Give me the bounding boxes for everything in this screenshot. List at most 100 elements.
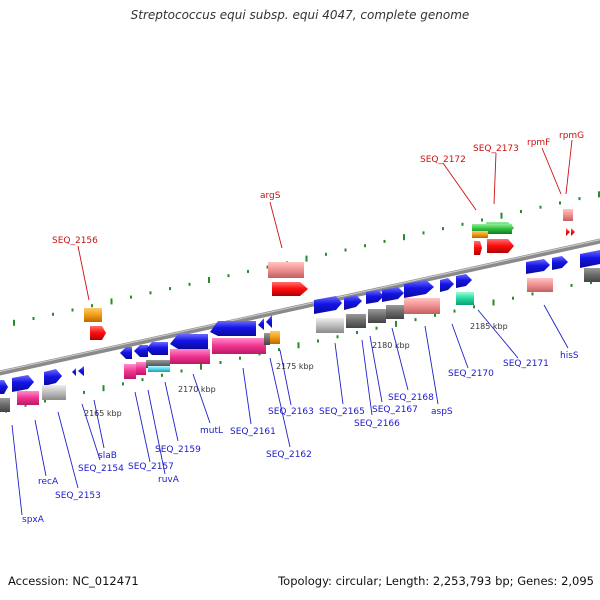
guide-tick — [305, 255, 308, 262]
gene-label: mutL — [200, 426, 223, 436]
scale-tick-label: 2170 kbp — [178, 385, 216, 394]
gene-label: SEQ_2166 — [354, 419, 400, 429]
feature-darkgray — [264, 333, 270, 345]
guide-tick — [442, 227, 444, 231]
guide-tick — [539, 205, 542, 209]
gene-label: SEQ_2165 — [319, 407, 365, 417]
guide-tick — [434, 313, 436, 317]
leader-lines-bottom — [11, 304, 569, 516]
guide-tick — [278, 348, 280, 352]
feature-pink — [170, 349, 210, 364]
gene-label: hisS — [560, 351, 579, 361]
reverse-cds-arrow — [566, 228, 570, 236]
guide-tick — [344, 248, 347, 252]
guide-tick — [395, 320, 397, 327]
guide-tick — [32, 317, 35, 320]
feature-orange — [84, 308, 102, 322]
feature-darkgray — [346, 314, 366, 328]
guide-tick — [578, 197, 581, 201]
gene-label: SEQ_2161 — [230, 427, 276, 437]
scale-tick-label: 2165 kbp — [84, 409, 122, 418]
guide-tick — [531, 292, 534, 296]
forward-cds-arrow — [44, 369, 62, 386]
gene-label: SEQ_2154 — [78, 464, 124, 474]
forward-cds-arrow — [526, 259, 550, 274]
scale-tick-label: 2180 kbp — [372, 341, 410, 350]
forward-cds-arrow — [440, 278, 454, 292]
guide-tick — [219, 361, 222, 364]
feature-pink — [124, 364, 136, 379]
feature-orange — [270, 331, 280, 344]
guide-tick — [130, 295, 132, 299]
genome-backbone-highlight — [0, 239, 600, 373]
genome-backbone — [0, 238, 600, 376]
forward-cds-arrow — [382, 287, 404, 302]
leader-lines-top — [77, 139, 573, 301]
guide-tick — [422, 231, 425, 235]
guide-tick — [161, 373, 163, 377]
gene-label: SEQ_2163 — [268, 407, 314, 417]
forward-cds-arrow — [552, 256, 568, 270]
tick-guide-lower — [5, 278, 592, 413]
gene-label: spxA — [22, 515, 45, 525]
guide-tick — [403, 234, 405, 241]
reverse-cds-arrow — [146, 342, 168, 355]
forward-cds-arrow — [580, 250, 600, 268]
reverse-cds-arrow — [170, 334, 208, 349]
guide-tick — [383, 239, 386, 243]
gene-label: SEQ_2170 — [448, 369, 494, 379]
guide-tick — [461, 222, 464, 226]
feature-track — [0, 250, 600, 412]
feature-darkgray — [368, 309, 386, 323]
guide-tick — [364, 244, 366, 248]
guide-tick — [13, 319, 15, 326]
feature-cyan — [148, 366, 170, 372]
gene-label: aspS — [431, 407, 453, 417]
guide-tick — [520, 210, 522, 213]
feature-darkgray — [0, 398, 10, 412]
reverse-cds-arrow — [571, 228, 575, 236]
feature-salmon — [268, 262, 304, 278]
guide-tick — [473, 305, 475, 309]
guide-tick — [208, 277, 210, 283]
forward-cds-arrow — [456, 274, 472, 288]
guide-tick — [492, 299, 495, 306]
gene-label: SEQ_2153 — [55, 491, 101, 501]
guide-tick — [52, 312, 54, 316]
gene-label: slaB — [98, 451, 117, 461]
gene-label: rpmF — [527, 138, 550, 148]
guide-tick — [266, 265, 269, 269]
gene-label: SEQ_2157 — [128, 462, 174, 472]
feature-salmon — [404, 298, 440, 314]
genome-summary-text: Topology: circular; Length: 2,253,793 bp… — [278, 574, 594, 588]
guide-tick — [239, 356, 241, 360]
feature-gray — [42, 385, 66, 400]
feature-teal — [456, 292, 474, 305]
guide-tick — [356, 331, 358, 334]
guide-tick — [414, 318, 417, 322]
guide-tick — [91, 304, 93, 308]
tick-guide-upper — [13, 191, 600, 326]
map-title: Streptococcus equi subsp. equi 4047, com… — [130, 8, 470, 22]
feature-salmon — [527, 278, 553, 292]
guide-tick — [180, 369, 183, 373]
forward-cds-arrow — [366, 290, 384, 304]
feature-green — [472, 224, 512, 234]
gene-label: SEQ_2172 — [420, 155, 466, 165]
reverse-cds-arrow — [474, 241, 482, 255]
guide-tick — [247, 269, 249, 273]
reverse-cds-arrow — [78, 366, 84, 376]
reverse-cds-arrow — [134, 345, 148, 357]
guide-tick — [71, 308, 74, 312]
gene-label: recA — [38, 477, 59, 487]
reverse-cds-arrow — [266, 315, 272, 328]
guide-tick — [102, 385, 105, 392]
guide-tick — [297, 342, 300, 349]
feature-darkgray — [146, 360, 170, 368]
forward-cds-arrow — [344, 295, 362, 310]
guide-tick — [453, 309, 456, 313]
feature-pink — [17, 391, 39, 405]
guide-tick — [188, 282, 191, 286]
guide-tick — [512, 296, 514, 300]
